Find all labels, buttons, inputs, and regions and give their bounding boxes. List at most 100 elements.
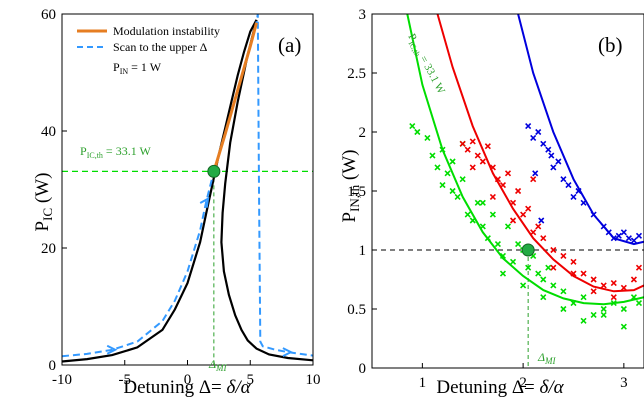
green-point [620, 323, 627, 330]
panel-a-xtick-label: 10 [306, 372, 321, 388]
red-point [515, 187, 522, 195]
panel-b-fits [406, 13, 644, 306]
panel-a-xtick-label: 5 [247, 372, 255, 388]
green-point [560, 305, 567, 313]
panel-b-label: (b) [598, 33, 623, 57]
panel-a-ytick-label: 40 [41, 124, 56, 140]
green-point [454, 193, 461, 200]
blue-point [530, 134, 537, 141]
green-point [540, 276, 547, 283]
green-point [590, 311, 597, 318]
red-point [464, 146, 471, 153]
blue-point [570, 193, 577, 200]
green-point [515, 241, 522, 248]
green-point [545, 264, 552, 271]
mi-series [212, 22, 258, 172]
scan-series [61, 13, 314, 358]
green-point [494, 241, 501, 248]
green-point [464, 211, 471, 218]
green-point [439, 182, 446, 189]
panel-b-ticks: 1 2 3 0 0.5 1 1.5 2 2.5 3 [347, 7, 627, 391]
red-point [590, 276, 597, 283]
panel-b-xtick-label: 2 [519, 375, 527, 391]
red-point [509, 217, 517, 224]
blue-point [560, 176, 567, 183]
green-point [449, 158, 456, 165]
delta-mi-label-a: ΔMI [208, 357, 228, 373]
red-point [630, 276, 637, 283]
panel-a: -10 -5 0 5 10 0 20 40 60 (a) Modulation instabil… [32, 7, 321, 398]
panel-a-ytick-label: 0 [49, 358, 57, 374]
green-point [479, 199, 486, 206]
panel-a-ticks: -10 -5 0 5 10 0 20 40 60 [41, 7, 321, 388]
green-point [414, 128, 421, 136]
panel-a-label: (a) [278, 33, 301, 57]
blue-point [565, 182, 572, 189]
panel-a-legend: Modulation instability Scan to the upper… [77, 24, 220, 76]
green-point [620, 305, 627, 313]
red-point [479, 158, 486, 165]
green-point [509, 258, 517, 265]
green-point [424, 134, 431, 141]
red-point [469, 164, 476, 171]
green-point [520, 282, 527, 289]
scan-arrow-icon [282, 347, 294, 358]
panel-a-xtick-label: -10 [52, 372, 72, 388]
legend-pin-note: PIN = 1 W [113, 60, 162, 76]
blue-point [548, 152, 555, 159]
panel-b-ytick-label: 1.5 [347, 184, 366, 200]
red-point [489, 193, 496, 200]
red-point [610, 294, 617, 301]
legend-scan-label: Scan to the upper Δ [113, 40, 208, 54]
green-point [580, 294, 587, 301]
green-point [499, 270, 507, 277]
green-point [459, 176, 466, 183]
panel-a-axes [61, 13, 314, 366]
panel-a-ylabel: PIC (W) [32, 173, 55, 232]
green-point [504, 223, 512, 230]
panel-b-xlabel: Detuning Δ= δ/α [436, 377, 564, 398]
blue-point [615, 232, 622, 239]
blue-point [538, 217, 545, 224]
panel-a-xlabel: Detuning Δ= δ/α [123, 377, 251, 398]
red-point [550, 264, 557, 271]
red-fit-curve [436, 13, 644, 293]
panel-a-series [61, 13, 314, 363]
panel-a-frame [61, 13, 314, 366]
green-point [580, 317, 587, 324]
blue-point [555, 158, 562, 165]
panel-b-ytick-label: 1 [359, 243, 367, 259]
red-point [459, 140, 466, 147]
scan-arrow-icon [106, 344, 118, 355]
blue-fit-curve [517, 13, 644, 246]
red-point [520, 211, 527, 218]
green-point [550, 282, 557, 289]
panel-a-ytick-label: 60 [41, 7, 56, 23]
green-point [540, 294, 547, 301]
red-point [469, 138, 476, 145]
red-point [590, 288, 597, 295]
panel-b-xtick-label: 3 [620, 375, 628, 391]
rotated-threshold-label: PIC,th = 33.1 W [404, 32, 448, 98]
green-fit-curve [406, 13, 644, 306]
red-point [620, 284, 627, 291]
green-point [444, 170, 451, 177]
blue-point [525, 123, 532, 130]
blue-point [625, 235, 632, 242]
green-point [489, 211, 496, 218]
red-point [570, 258, 577, 265]
panel-b-ytick-label: 0.5 [347, 302, 366, 318]
red-point [600, 282, 607, 289]
green-point [429, 152, 436, 159]
green-point [600, 305, 607, 313]
panel-b-points [409, 123, 643, 330]
green-point [409, 123, 416, 130]
response-curve-upper [220, 19, 314, 362]
green-point [434, 164, 441, 171]
panel-a-ytick-label: 20 [41, 241, 56, 257]
panel-b-ytick-label: 3 [359, 7, 367, 23]
green-point [535, 270, 542, 277]
blue-point [550, 164, 557, 171]
red-point [474, 152, 481, 159]
